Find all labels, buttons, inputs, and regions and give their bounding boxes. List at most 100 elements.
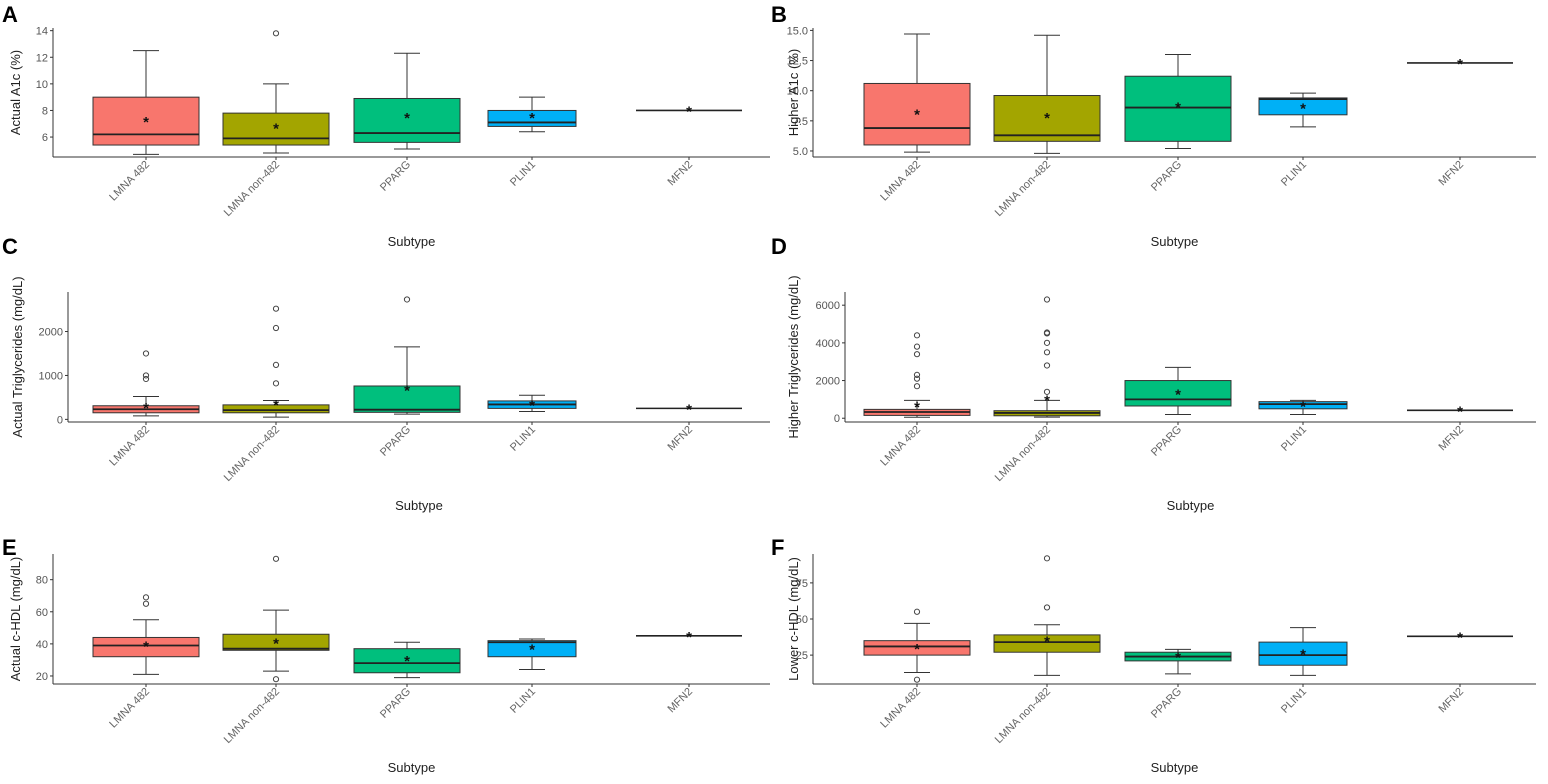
mean-marker: * bbox=[914, 641, 920, 658]
outlier-point bbox=[1043, 362, 1051, 369]
x-tick-label-lmna-482: LMNA 482 bbox=[107, 159, 152, 204]
x-tick-label-mfn2: MFN2 bbox=[1436, 159, 1466, 189]
outlier-point bbox=[142, 600, 150, 607]
outlier-point bbox=[913, 608, 921, 615]
box-body-lmna-non-482 bbox=[993, 634, 1101, 653]
x-tick-label-pparg: PPARG bbox=[1149, 159, 1184, 194]
outlier-point bbox=[913, 676, 921, 683]
box-body-pparg bbox=[353, 97, 461, 143]
outlier-point bbox=[913, 383, 921, 390]
x-tick-label-plin1: PLIN1 bbox=[508, 686, 538, 716]
mean-marker: * bbox=[529, 642, 535, 659]
outlier-point bbox=[272, 30, 280, 37]
mean-marker: * bbox=[273, 635, 279, 652]
panel-d: D 0 2000 4000 6000 Higher Triglycerides (mg/d… bbox=[771, 234, 1536, 513]
mean-marker: * bbox=[686, 629, 692, 646]
x-tick-label-lmna-482: LMNA 482 bbox=[878, 424, 923, 469]
box-body-pparg bbox=[353, 648, 461, 674]
mean-marker: * bbox=[404, 383, 410, 400]
x-tick-label-mfn2: MFN2 bbox=[665, 686, 695, 716]
box-body-lmna-non-482 bbox=[993, 95, 1101, 142]
box-body-plin1 bbox=[1258, 97, 1348, 116]
x-tick-label-lmna-482: LMNA 482 bbox=[878, 159, 923, 204]
x-axis-title: Subtype bbox=[388, 760, 436, 775]
box-lmna-482: LMNA 482 * bbox=[92, 50, 200, 204]
box-pparg: PPARG * bbox=[1124, 648, 1232, 721]
y-axis-title: Higher A1c (%) bbox=[786, 49, 801, 136]
box-pparg: PPARG * bbox=[1124, 366, 1232, 459]
box-lmna-482: LMNA 482 * bbox=[92, 350, 200, 468]
mean-marker: * bbox=[1300, 647, 1306, 664]
mean-marker: * bbox=[143, 638, 149, 655]
mean-marker: * bbox=[404, 653, 410, 670]
x-axis-title: Subtype bbox=[395, 498, 443, 513]
outlier-point bbox=[1043, 555, 1051, 562]
x-axis-title: Subtype bbox=[1151, 234, 1199, 249]
mean-marker: * bbox=[686, 401, 692, 418]
y-tick-label: 10.0 bbox=[787, 86, 808, 98]
x-tick-label-pparg: PPARG bbox=[1149, 686, 1184, 721]
box-lmna-482: LMNA 482 * bbox=[863, 33, 971, 204]
y-tick-label: 14 bbox=[36, 26, 48, 38]
x-tick-label-plin1: PLIN1 bbox=[508, 424, 538, 454]
x-tick-label-mfn2: MFN2 bbox=[1436, 686, 1466, 716]
mean-marker: * bbox=[1175, 387, 1181, 404]
box-body-lmna-482 bbox=[92, 636, 200, 658]
box-mfn2: MFN2 * bbox=[1407, 56, 1513, 188]
box-body-lmna-482 bbox=[863, 82, 971, 146]
box-plin1: PLIN1 * bbox=[1258, 627, 1348, 716]
outlier-point bbox=[1043, 388, 1051, 395]
outlier-point bbox=[1043, 296, 1051, 303]
outlier-point bbox=[272, 676, 280, 683]
outlier-point bbox=[1043, 339, 1051, 346]
outlier-point bbox=[142, 594, 150, 601]
y-axis-title: Higher Triglycerides (mg/dL) bbox=[786, 275, 801, 438]
box-lmna-482: LMNA 482 * bbox=[863, 608, 971, 730]
y-tick-label: 25 bbox=[796, 650, 808, 662]
panel-letter-a: A bbox=[2, 2, 18, 27]
x-tick-label-lmna-non-482: LMNA non-482 bbox=[993, 424, 1053, 484]
mean-marker: * bbox=[1044, 110, 1050, 127]
outlier-point bbox=[272, 380, 280, 387]
mean-marker: * bbox=[143, 400, 149, 417]
x-tick-label-lmna-non-482: LMNA non-482 bbox=[222, 424, 282, 484]
outlier-point bbox=[913, 371, 921, 378]
mean-marker: * bbox=[404, 110, 410, 127]
mean-marker: * bbox=[914, 399, 920, 416]
mean-marker: * bbox=[914, 107, 920, 124]
x-tick-label-plin1: PLIN1 bbox=[1279, 424, 1309, 454]
box-plin1: PLIN1 * bbox=[487, 638, 577, 716]
mean-marker: * bbox=[143, 114, 149, 131]
y-tick-label: 7.5 bbox=[793, 116, 808, 128]
outlier-point bbox=[1043, 349, 1051, 356]
panel-letter-f: F bbox=[771, 535, 784, 560]
y-tick-label: 20 bbox=[36, 671, 48, 683]
box-mfn2: MFN2 * bbox=[636, 401, 742, 453]
y-tick-label: 40 bbox=[36, 639, 48, 651]
box-body-lmna-482 bbox=[863, 640, 971, 656]
box-lmna-482: LMNA 482 * bbox=[92, 594, 200, 731]
box-plin1: PLIN1 * bbox=[1258, 398, 1348, 454]
box-pparg: PPARG * bbox=[353, 52, 461, 194]
x-tick-label-pparg: PPARG bbox=[1149, 424, 1184, 459]
outlier-point bbox=[913, 375, 921, 382]
outlier-point bbox=[403, 296, 411, 303]
outlier-point bbox=[272, 324, 280, 332]
y-tick-label: 15.0 bbox=[787, 25, 808, 37]
y-axis-title: Actual Triglycerides (mg/dL) bbox=[10, 276, 25, 437]
y-tick-label: 4000 bbox=[816, 338, 840, 350]
y-tick-label: 5.0 bbox=[793, 146, 808, 158]
box-body-lmna-non-482 bbox=[222, 633, 330, 651]
box-plin1: PLIN1 * bbox=[487, 96, 577, 189]
outlier-point bbox=[913, 343, 921, 350]
x-tick-label-lmna-482: LMNA 482 bbox=[107, 686, 152, 731]
mean-marker: * bbox=[529, 397, 535, 414]
mean-marker: * bbox=[1175, 650, 1181, 667]
outlier-point bbox=[913, 332, 921, 339]
mean-marker: * bbox=[1175, 99, 1181, 116]
box-body-lmna-non-482 bbox=[222, 404, 330, 414]
y-axis-title: Actual A1c (%) bbox=[8, 50, 23, 135]
y-tick-label: 75 bbox=[796, 578, 808, 590]
x-tick-label-lmna-non-482: LMNA non-482 bbox=[993, 159, 1053, 219]
